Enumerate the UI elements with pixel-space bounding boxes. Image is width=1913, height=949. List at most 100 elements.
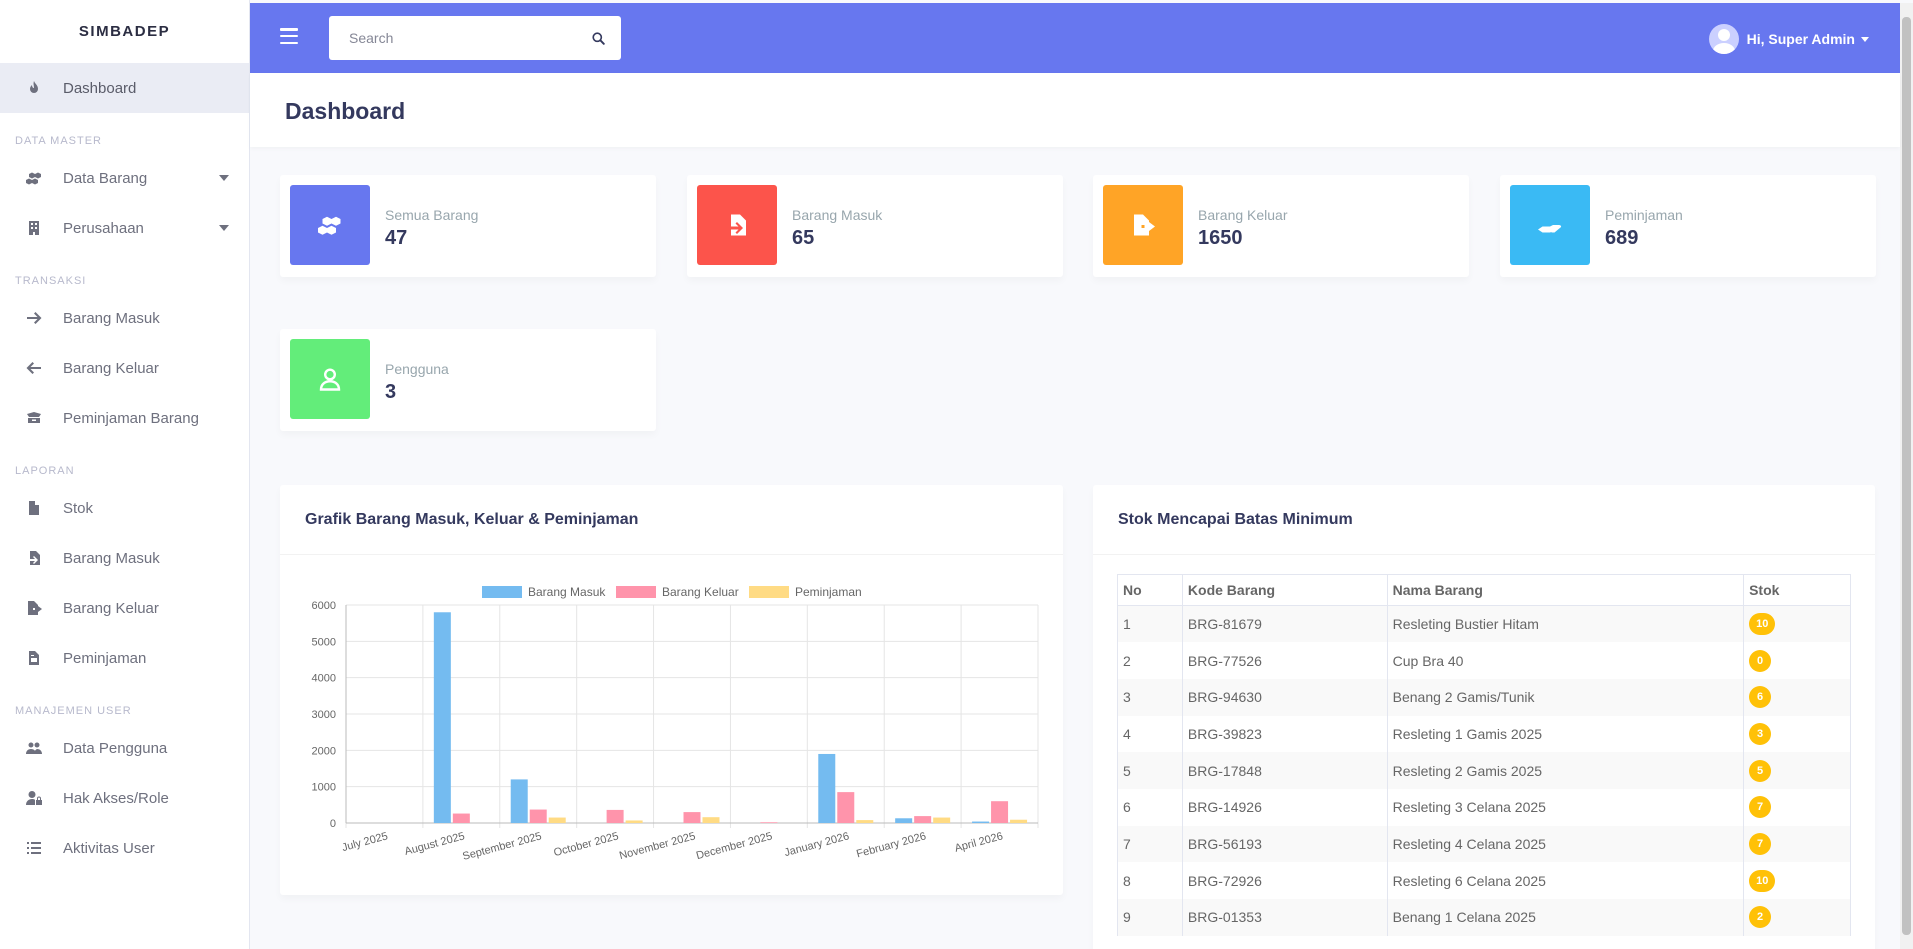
table-cell: 7: [1743, 825, 1851, 863]
table-cell: 3: [1117, 678, 1183, 716]
sidebar-section-heading: DATA MASTER: [15, 135, 102, 147]
table-cell: Resleting 6 Celana 2025: [1386, 862, 1745, 899]
stat-card-pengguna[interactable]: Pengguna 3: [280, 329, 656, 431]
bar-chart: 0 1000 2000 3000 4000 5000 6000 July 2025 August…: [312, 585, 1039, 863]
bar-peminjaman: [1010, 819, 1028, 823]
status-badge: 2: [1749, 906, 1772, 929]
x-tick-label: November 2025: [618, 830, 697, 862]
list-icon: [25, 839, 43, 857]
stat-card-semua-barang[interactable]: Semua Barang 47: [280, 175, 656, 277]
sidebar-item-barang-masuk[interactable]: Barang Masuk: [0, 533, 249, 583]
table-cell: 1: [1117, 605, 1183, 643]
table-cell: 10: [1743, 862, 1851, 899]
chevron-down-icon: [1861, 36, 1869, 42]
sidebar-item-peminjaman[interactable]: Peminjaman: [0, 633, 249, 683]
y-tick-label: 6000: [312, 600, 336, 612]
user-lock-icon: [25, 789, 43, 807]
search-input[interactable]: [329, 30, 575, 46]
table-row: 8 BRG-72926 Resleting 6 Celana 2025 10: [1117, 862, 1851, 899]
table-cell: 7: [1117, 825, 1183, 863]
y-tick-label: 3000: [312, 709, 336, 721]
table-cell: 6: [1743, 678, 1851, 716]
sidebar-item-label: Aktivitas User: [63, 839, 155, 857]
bar-peminjaman: [625, 820, 643, 823]
brand-logo[interactable]: SIMBADEP: [78, 23, 171, 40]
table-cell: 4: [1117, 715, 1183, 753]
sidebar-item-barang-keluar[interactable]: Barang Keluar: [0, 583, 249, 633]
x-tick-label: April 2026: [953, 830, 1004, 854]
column-header[interactable]: No: [1117, 574, 1183, 606]
table-cell: BRG-94630: [1181, 678, 1388, 716]
sidebar-item-perusahaan[interactable]: Perusahaan: [0, 203, 249, 253]
x-tick-label: October 2025: [552, 830, 619, 859]
search-button[interactable]: [575, 16, 621, 60]
bar-barang-masuk: [895, 818, 913, 823]
stat-card-barang-keluar[interactable]: Barang Keluar 1650: [1093, 175, 1469, 277]
x-tick-label: December 2025: [695, 830, 774, 862]
scrollbar-thumb[interactable]: [1902, 17, 1911, 935]
x-tick-label: July 2025: [341, 830, 390, 854]
sidebar-item-barang-masuk[interactable]: Barang Masuk: [0, 293, 249, 343]
arrow-right-icon: [25, 309, 43, 327]
sidebar-item-data-pengguna[interactable]: Data Pengguna: [0, 723, 249, 773]
sidebar-item-data-barang[interactable]: Data Barang: [0, 153, 249, 203]
column-header[interactable]: Nama Barang: [1386, 574, 1745, 606]
stat-value: 65: [792, 227, 815, 249]
user-menu[interactable]: Hi, Super Admin: [1708, 24, 1869, 54]
sidebar-item-peminjaman-barang[interactable]: Peminjaman Barang: [0, 393, 249, 443]
user-icon: [290, 339, 370, 419]
users-icon: [25, 739, 43, 757]
status-badge: 10: [1749, 869, 1776, 892]
menu-toggle-icon[interactable]: [280, 28, 298, 44]
chart-card-title: Grafik Barang Masuk, Keluar & Peminjaman: [305, 510, 639, 528]
file-export-icon: [25, 599, 43, 617]
sidebar-section-heading: MANAJEMEN USER: [15, 705, 132, 717]
x-tick-label: August 2025: [403, 830, 466, 858]
chevron-down-icon: [219, 175, 229, 181]
search-icon: [591, 31, 605, 45]
legend-swatch: [616, 586, 656, 598]
table-cell: 2: [1117, 642, 1183, 679]
legend-label: Barang Keluar: [662, 585, 739, 599]
table-cell: 8: [1117, 862, 1183, 899]
sidebar-item-stok[interactable]: Stok: [0, 483, 249, 533]
scrollbar[interactable]: [1900, 3, 1913, 949]
sidebar-item-barang-keluar[interactable]: Barang Keluar: [0, 343, 249, 393]
x-tick-label: January 2026: [783, 830, 851, 859]
table-cell: Benang 1 Celana 2025: [1386, 899, 1745, 936]
table-row: 4 BRG-39823 Resleting 1 Gamis 2025 3: [1117, 715, 1851, 753]
bar-barang-keluar: [529, 809, 547, 823]
sidebar-item-label: Barang Masuk: [63, 309, 160, 327]
table-row: 9 BRG-01353 Benang 1 Celana 2025 2: [1117, 899, 1851, 936]
table-cell: 0: [1743, 642, 1851, 679]
stat-value: 689: [1605, 227, 1639, 249]
table-cell: BRG-01353: [1181, 899, 1388, 936]
bar-barang-masuk: [433, 612, 451, 823]
sidebar-item-aktivitas-user[interactable]: Aktivitas User: [0, 823, 249, 873]
status-badge: 10: [1749, 613, 1776, 636]
stat-title: Pengguna: [385, 361, 449, 377]
table-cell: Cup Bra 40: [1386, 642, 1745, 679]
stat-title: Peminjaman: [1605, 207, 1683, 223]
sidebar-nav: Dashboard DATA MASTER Data Barang Perusahaa…: [0, 63, 249, 873]
legend-label: Barang Masuk: [528, 585, 606, 599]
bar-barang-keluar: [837, 792, 855, 823]
stat-card-barang-masuk[interactable]: Barang Masuk 65: [687, 175, 1063, 277]
table-cell: 2: [1743, 899, 1851, 936]
column-header[interactable]: Stok: [1743, 574, 1851, 606]
stat-card-peminjaman[interactable]: Peminjaman 689: [1500, 175, 1876, 277]
table-row: 1 BRG-81679 Resleting Bustier Hitam 10: [1117, 605, 1851, 643]
column-header[interactable]: Kode Barang: [1181, 574, 1388, 606]
stock-table: No Kode Barang Nama Barang Stok 1 BRG-81679 R…: [1117, 574, 1851, 936]
sidebar-item-label: Barang Masuk: [63, 549, 160, 567]
sidebar-item-label: Peminjaman: [63, 649, 147, 667]
file-invoice-icon: [25, 649, 43, 667]
sidebar-item-hak-akses-role[interactable]: Hak Akses/Role: [0, 773, 249, 823]
topbar: Hi, Super Admin: [250, 3, 1913, 73]
bar-peminjaman: [933, 817, 951, 823]
fire-icon: [25, 79, 43, 97]
sidebar-item-dashboard[interactable]: Dashboard: [0, 63, 249, 113]
sidebar-item-label: Hak Akses/Role: [63, 789, 169, 807]
sidebar-item-label: Peminjaman Barang: [63, 409, 199, 427]
